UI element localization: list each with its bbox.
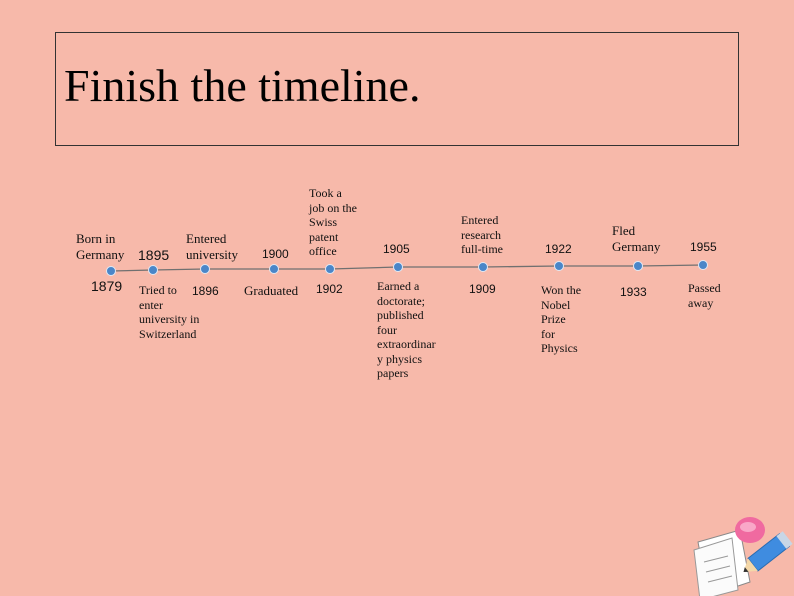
- timeline-line: [110, 264, 704, 272]
- year-label-1896: 1896: [192, 284, 219, 298]
- year-label-1933: 1933: [620, 285, 647, 299]
- pencil-note-icon: [693, 517, 793, 596]
- year-label-1922: 1922: [545, 242, 572, 256]
- timeline-node-1933: [633, 261, 643, 271]
- year-label-1909: 1909: [469, 282, 496, 296]
- event-label-1896: Entered university: [186, 231, 238, 262]
- year-label-1879: 1879: [91, 278, 123, 294]
- timeline-node-1902: [325, 264, 335, 274]
- year-label-1895: 1895: [138, 247, 170, 263]
- timeline-node-1896: [200, 264, 210, 274]
- slide-title: Finish the timeline.: [64, 60, 421, 111]
- title-box: Finish the timeline.: [55, 32, 739, 146]
- event-label-1879: Born in Germany: [76, 231, 125, 262]
- timeline-node-1900: [269, 264, 279, 274]
- year-label-1905: 1905: [383, 242, 410, 256]
- event-label-1900: Graduated: [244, 283, 299, 298]
- timeline-node-1909: [478, 262, 488, 272]
- event-label-1955: Passed away: [688, 281, 721, 310]
- timeline-node-1895: [148, 265, 158, 275]
- event-label-1909: Entered research full-time: [461, 213, 503, 256]
- year-label-1955: 1955: [690, 240, 717, 254]
- event-label-1933: Fled Germany: [612, 223, 661, 254]
- event-label-1905: Earned a doctorate; published four extra…: [377, 279, 436, 380]
- event-label-1902: Took a job on the Swiss patent office: [309, 186, 357, 258]
- timeline-node-1922: [554, 261, 564, 271]
- timeline-node-1955: [698, 260, 708, 270]
- year-label-1902: 1902: [316, 282, 343, 296]
- year-label-1900: 1900: [262, 247, 289, 261]
- event-label-1895: Tried to enter university in Switzerland: [139, 283, 200, 341]
- event-label-1922: Won the Nobel Prize for Physics: [541, 283, 582, 355]
- timeline-node-1879: [106, 266, 116, 276]
- timeline-node-1905: [393, 262, 403, 272]
